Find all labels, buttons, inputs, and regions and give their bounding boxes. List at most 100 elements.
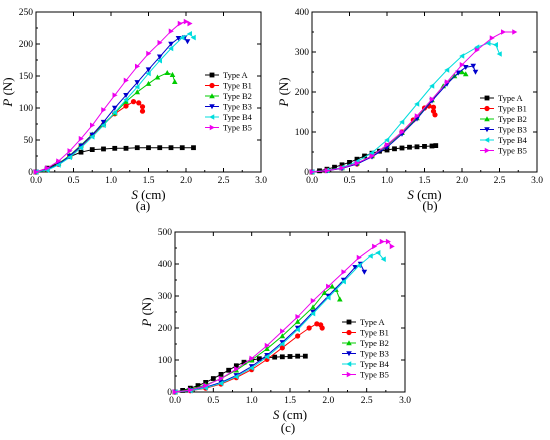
data-point (218, 380, 224, 387)
data-point (429, 83, 435, 89)
data-point (145, 67, 152, 73)
data-point (130, 99, 137, 105)
data-point (414, 101, 420, 107)
legend-label: Type B5 (498, 146, 527, 156)
x-tick-label: 1.5 (284, 396, 296, 406)
data-point (175, 36, 182, 42)
data-point (279, 333, 286, 339)
data-point (123, 98, 129, 104)
series-type-b4 (309, 40, 502, 175)
data-point (430, 104, 437, 110)
data-point (444, 67, 450, 73)
y-tick-label: 0 (167, 388, 172, 398)
legend-swatch-marker (346, 351, 352, 357)
series-type-b5 (172, 238, 395, 395)
data-point (462, 71, 469, 77)
data-point (168, 145, 174, 151)
y-tick-label: 400 (158, 260, 173, 270)
legend-swatch-marker (209, 104, 215, 110)
series-type-b3 (172, 261, 368, 395)
y-axis-label: P (N) (139, 297, 154, 327)
legend-swatch-marker (484, 95, 490, 101)
data-point (67, 148, 73, 154)
series-type-b3 (309, 63, 479, 175)
data-point (66, 154, 72, 161)
legend-label: Type B4 (498, 135, 528, 145)
x-tick-label: 0.0 (306, 176, 318, 186)
data-point (361, 269, 368, 275)
data-point (462, 64, 469, 70)
series-line (311, 145, 436, 173)
data-point (164, 70, 171, 76)
data-point (249, 355, 255, 362)
series-line (35, 37, 188, 173)
legend-label: Type B2 (223, 91, 252, 101)
data-point (78, 149, 84, 155)
data-point (492, 42, 498, 48)
legend-item: Type B5 (205, 123, 252, 133)
data-point (459, 69, 465, 75)
y-tick-label: 100 (158, 356, 173, 366)
legend-item: Type B5 (342, 370, 389, 380)
data-point (429, 143, 435, 149)
series-line (311, 65, 476, 173)
y-tick-label: 400 (295, 8, 310, 18)
panel-caption: (a) (136, 198, 150, 213)
y-tick-label: 500 (158, 228, 173, 238)
data-point (319, 325, 325, 331)
legend-label: Type A (223, 70, 249, 80)
legend-swatch-marker (346, 329, 352, 336)
data-point (123, 145, 129, 151)
legend-swatch-marker (484, 105, 490, 112)
data-point (89, 132, 96, 138)
data-point (169, 71, 176, 77)
legend-label: Type B1 (360, 328, 389, 338)
legend-swatch-marker (209, 72, 215, 78)
legend-item: Type B2 (342, 338, 389, 348)
data-point (89, 147, 95, 152)
series-type-b4 (172, 250, 386, 395)
series-line (174, 285, 341, 393)
x-tick-label: 2.5 (218, 176, 230, 186)
data-point (188, 387, 194, 393)
data-point (489, 35, 495, 41)
data-point (485, 40, 491, 46)
legend-swatch-marker (209, 114, 215, 120)
data-point (264, 342, 270, 349)
data-point (234, 366, 240, 372)
data-point (134, 84, 140, 90)
data-point (101, 146, 106, 152)
data-point (190, 34, 196, 41)
x-tick-label: 0.5 (344, 176, 356, 186)
legend-item: Type B1 (205, 81, 252, 91)
data-point (218, 372, 224, 377)
series-type-b2 (172, 283, 343, 395)
legend-item: Type B3 (205, 102, 252, 112)
data-point (264, 354, 270, 360)
data-point (294, 326, 300, 333)
data-point (139, 108, 146, 114)
x-tick-label: 0.0 (30, 176, 42, 186)
data-point (356, 254, 362, 261)
series-type-b2 (33, 70, 178, 175)
data-point (280, 328, 286, 334)
data-point (139, 104, 146, 110)
data-point (347, 160, 352, 165)
chart-panels: 0.0 0.5 1.0 1.5 2.0 2.5 3.0 0 50 100 150 200 250 S (c… (0, 8, 543, 435)
data-point (459, 53, 465, 59)
data-point (135, 63, 141, 70)
data-point (472, 69, 479, 75)
data-point (369, 150, 375, 156)
data-point (203, 382, 209, 389)
x-tick-label: 2.5 (361, 396, 373, 406)
legend-label: Type A (498, 93, 524, 103)
legend-swatch-marker (346, 319, 352, 325)
data-point (157, 39, 163, 46)
legend-item: Type B4 (342, 359, 390, 369)
data-point (191, 145, 196, 151)
x-tick-label: 3.0 (531, 176, 543, 186)
data-point (422, 144, 427, 149)
y-tick-label: 300 (158, 292, 173, 302)
y-axis-label: P (N) (276, 77, 291, 107)
data-point (279, 341, 285, 347)
